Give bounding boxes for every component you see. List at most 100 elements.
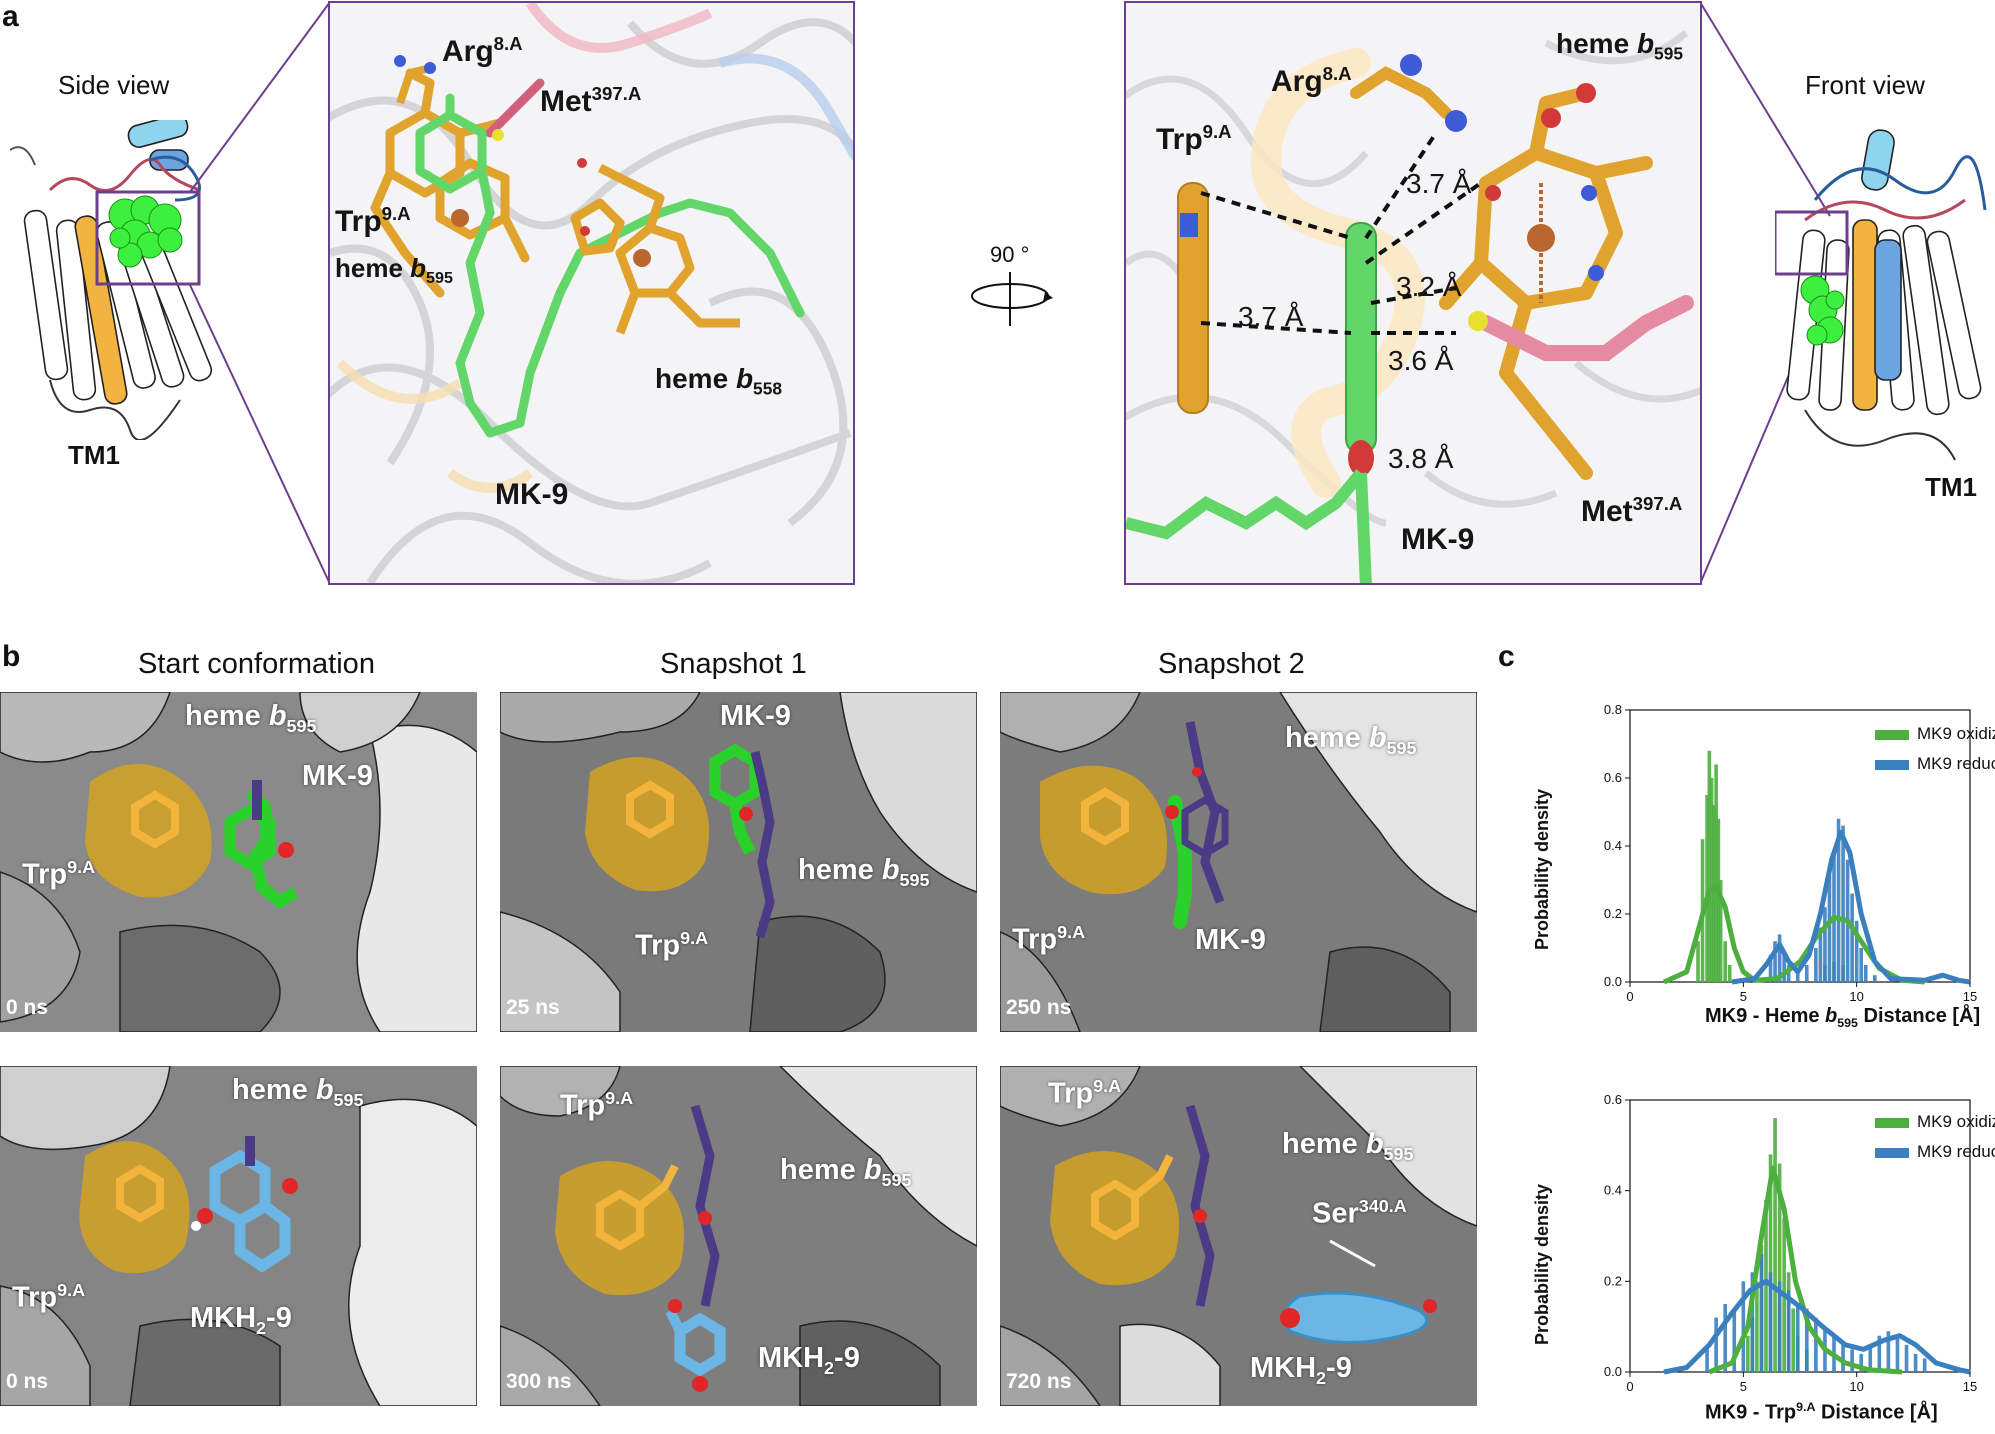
x-tick-label: 10: [1849, 989, 1863, 1004]
label-heme558-left: heme b558: [655, 363, 783, 399]
histogram-bar: [1741, 1281, 1746, 1372]
histogram-bar: [1768, 1272, 1773, 1372]
histogram-bar: [1723, 941, 1728, 982]
histogram-bar: [1714, 764, 1718, 982]
inset-left: Arg8.A Met397.A Trp9.A heme b595 heme b5…: [328, 1, 855, 585]
tm1-label-left: TM1: [68, 440, 120, 470]
y-tick-label: 0.8: [1604, 702, 1622, 717]
zoom-connector-left: [189, 1, 331, 585]
panel-label-a: a: [2, 0, 19, 33]
b6-time: 720 ns: [1006, 1370, 1072, 1393]
distance-label-4: 3.6 Å: [1388, 345, 1454, 376]
label-met-right: Met397.A: [1581, 493, 1683, 528]
b1-label-heme: heme b595: [185, 700, 317, 736]
x-tick-label: 10: [1849, 1379, 1863, 1394]
b1-time: 0 ns: [6, 996, 49, 1019]
tm1-label-right: TM1: [1925, 472, 1977, 502]
kde-line: [1708, 1165, 1903, 1375]
histogram-bar: [1791, 1308, 1796, 1372]
histogram-bar: [1850, 1349, 1854, 1372]
x-tick-label: 5: [1740, 1379, 1747, 1394]
histogram-bar: [1922, 1358, 1927, 1372]
y-tick-label: 0.2: [1604, 1273, 1622, 1288]
distance-label-2: 3.7 Å: [1238, 301, 1304, 332]
histogram-bar: [1727, 965, 1732, 982]
b6-label-mkh: MKH2-9: [1250, 1352, 1352, 1388]
histogram-bar: [1814, 948, 1818, 982]
legend-swatch: [1875, 1117, 1909, 1128]
label-arg-left: Arg8.A: [442, 33, 523, 68]
surface-render: [1000, 692, 1477, 1032]
histogram-bar: [1786, 1290, 1791, 1372]
b5-label-mkh: MKH2-9: [758, 1342, 860, 1378]
x-tick-label: 5: [1740, 989, 1747, 1004]
histogram-bar: [1895, 1335, 1900, 1372]
histogram-bar: [1804, 965, 1809, 982]
front-view-protein: [1775, 129, 1987, 461]
b4-label-mkh: MKH2-9: [190, 1302, 292, 1338]
b2-label-mk9: MK-9: [720, 700, 791, 732]
label-mk9-right: MK-9: [1401, 523, 1475, 556]
histogram-bar: [1850, 893, 1854, 982]
histogram-bar: [1768, 954, 1773, 982]
col-title-snapshot2: Snapshot 2: [1158, 648, 1305, 680]
legend-swatch: [1875, 759, 1909, 770]
histogram-bar: [1804, 1308, 1809, 1372]
chart2-legend-reduced: MK9 reduced: [1875, 1142, 1995, 1162]
surface-render: [1000, 1066, 1477, 1406]
histogram-bar: [1759, 1254, 1764, 1372]
histogram-bar: [1732, 1308, 1737, 1372]
panel-label-b: b: [2, 640, 21, 673]
md-panel-snapshot2-reduced: Trp9.A heme b595 Ser340.A MKH2-9 720 ns: [1000, 1066, 1477, 1406]
histogram-bar: [1705, 1349, 1709, 1372]
histogram-bar: [1755, 1281, 1759, 1372]
histogram-bar: [1712, 805, 1716, 982]
histogram-bar: [1904, 1344, 1909, 1372]
histogram-bar: [1827, 873, 1832, 982]
surface-render: [0, 1066, 477, 1406]
col-title-start: Start conformation: [138, 648, 375, 680]
distance-label-5: 3.8 Å: [1388, 443, 1454, 474]
label-arg-right: Arg8.A: [1271, 63, 1352, 98]
md-panel-snapshot1-reduced: Trp9.A heme b595 MKH2-9 300 ns: [500, 1066, 977, 1406]
md-panel-start-oxidized: heme b595 MK-9 Trp9.A 0 ns: [0, 692, 477, 1032]
histogram-bar: [1841, 1344, 1845, 1372]
histogram-bar: [1814, 1317, 1818, 1372]
b5-label-heme: heme b595: [780, 1154, 912, 1190]
label-heme595-right: heme b595: [1556, 28, 1684, 64]
histogram-bar: [1707, 750, 1712, 982]
chart1-xlabel: MK9 - Heme b595 Distance [Å]: [1705, 1005, 1981, 1030]
histogram-bar: [1836, 818, 1841, 982]
chart2-xlabel: MK9 - Trp9.A Distance [Å]: [1705, 1400, 1938, 1424]
legend-swatch: [1875, 1147, 1909, 1158]
histogram-bar: [1818, 927, 1823, 982]
histogram-bar: [1877, 1335, 1882, 1372]
x-tick-label: 0: [1626, 989, 1633, 1004]
label-trp-right: Trp9.A: [1156, 121, 1232, 156]
b6-label-heme: heme b595: [1282, 1128, 1414, 1164]
chart1-legend-reduced: MK9 reduced: [1875, 754, 1995, 774]
y-tick-label: 0.6: [1604, 770, 1622, 785]
chart1-ylabel: Probability density: [1532, 788, 1552, 950]
kde-line: [1663, 1278, 1971, 1375]
histogram-bar: [1859, 1353, 1864, 1372]
b6-label-ser: Ser340.A: [1312, 1196, 1407, 1230]
panel-label-c: c: [1498, 640, 1515, 673]
b3-time: 250 ns: [1006, 996, 1072, 1019]
x-tick-label: 15: [1963, 1379, 1977, 1394]
b2-label-trp: Trp9.A: [635, 928, 709, 962]
b4-time: 0 ns: [6, 1370, 49, 1393]
surface-render: [500, 692, 977, 1032]
legend-swatch: [1875, 729, 1909, 740]
histogram-bar: [1705, 795, 1709, 982]
histogram-bar: [1841, 825, 1845, 982]
front-view-title: Front view: [1805, 70, 1925, 100]
histogram-bar: [1746, 1335, 1750, 1372]
histogram-bar: [1764, 1199, 1768, 1372]
y-tick-label: 0.2: [1604, 906, 1622, 921]
b2-time: 25 ns: [506, 996, 560, 1019]
surface-render: [0, 692, 477, 1032]
y-tick-label: 0.6: [1604, 1092, 1622, 1107]
inset-left-structure: [330, 3, 853, 583]
histogram-bar: [1872, 975, 1877, 982]
